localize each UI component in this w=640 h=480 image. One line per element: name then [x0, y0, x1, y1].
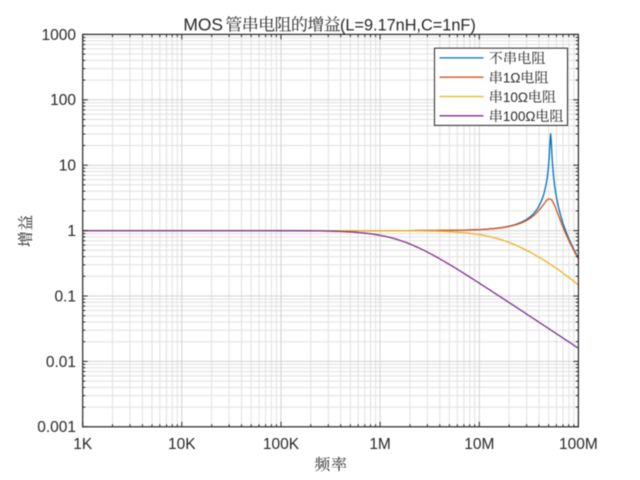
svg-text:100K: 100K — [263, 436, 300, 453]
svg-text:1Ω: 1Ω — [503, 71, 521, 86]
svg-text:0.01: 0.01 — [46, 354, 76, 371]
svg-text:100Ω: 100Ω — [503, 109, 536, 124]
svg-text:10M: 10M — [464, 436, 494, 453]
svg-text:100M: 100M — [559, 436, 598, 453]
svg-text:10K: 10K — [168, 436, 196, 453]
svg-text:0.1: 0.1 — [54, 288, 76, 305]
svg-text:(L=9.17nH,C=1nF): (L=9.17nH,C=1nF) — [340, 17, 476, 35]
svg-text:1000: 1000 — [42, 27, 77, 44]
svg-text:1M: 1M — [369, 436, 391, 453]
svg-text:MOS: MOS — [183, 15, 223, 35]
svg-text:1: 1 — [67, 223, 76, 240]
svg-text:100: 100 — [50, 92, 76, 109]
svg-text:1K: 1K — [73, 436, 93, 453]
svg-text:0.001: 0.001 — [37, 419, 76, 436]
svg-text:10Ω: 10Ω — [503, 90, 528, 105]
svg-text:10: 10 — [59, 158, 77, 175]
